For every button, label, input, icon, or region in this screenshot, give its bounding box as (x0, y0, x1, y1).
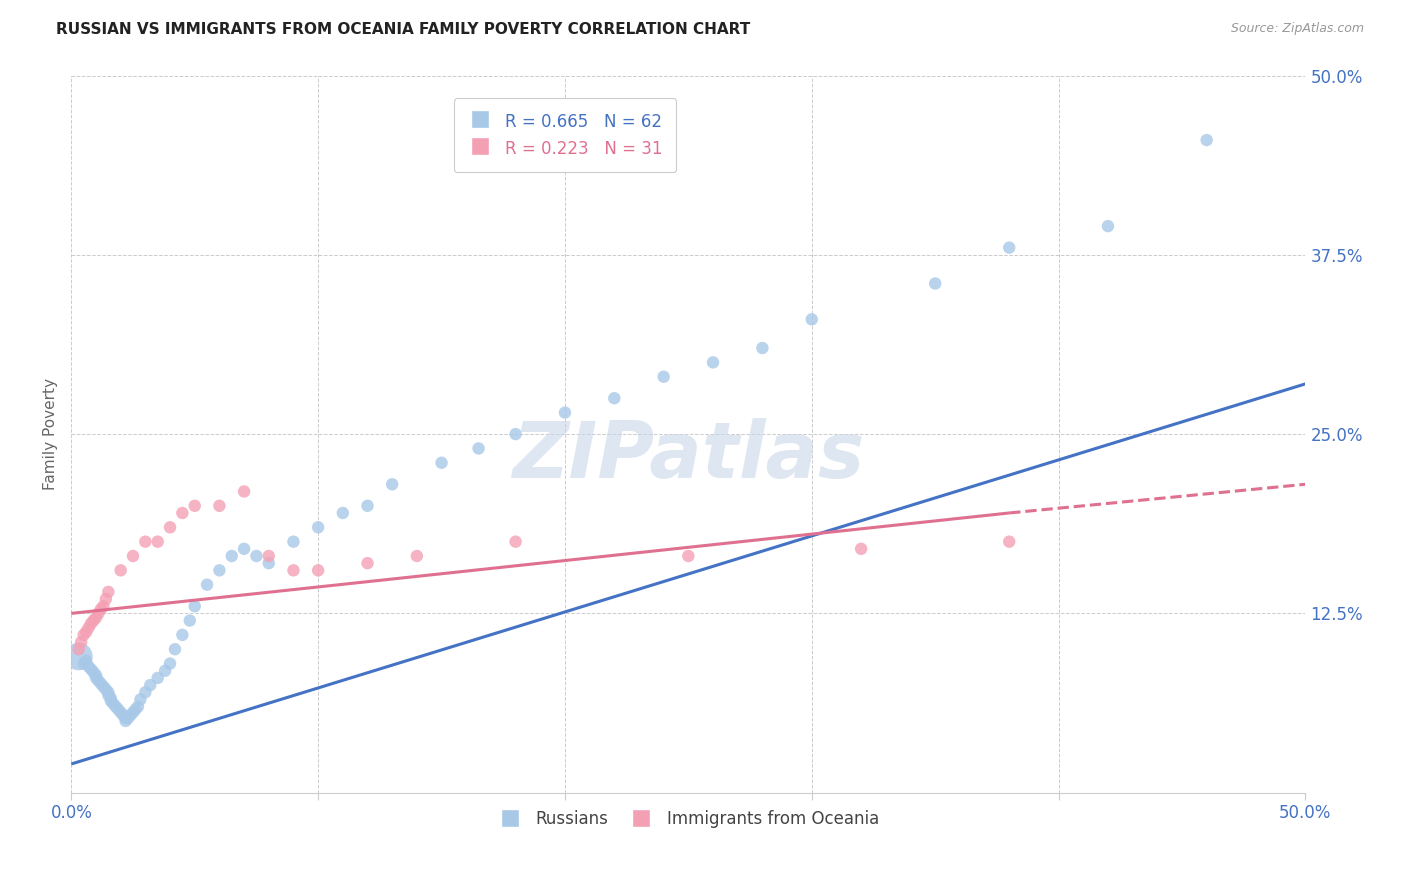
Point (146, 534, 169, 549)
Point (97, 685, 120, 699)
Point (67, 642, 90, 657)
Point (77, 659, 100, 673)
Point (233, 484, 256, 499)
Point (77, 621, 100, 635)
Text: Source: ZipAtlas.com: Source: ZipAtlas.com (1230, 22, 1364, 36)
Point (245, 549, 267, 563)
Point (90, 676, 112, 690)
Point (678, 549, 700, 563)
Legend: Russians, Immigrants from Oceania: Russians, Immigrants from Oceania (491, 803, 886, 835)
Point (172, 506, 194, 520)
Point (84, 668, 107, 682)
Point (998, 241, 1021, 255)
Point (405, 549, 427, 563)
Point (257, 556, 280, 570)
Point (80, 662, 103, 676)
Point (221, 549, 243, 563)
Point (70, 635, 93, 649)
Point (283, 534, 305, 549)
Point (652, 369, 675, 384)
Point (75, 625, 97, 640)
Point (924, 277, 946, 291)
Point (97, 688, 120, 702)
Point (100, 691, 122, 706)
Text: ZIPatlas: ZIPatlas (512, 417, 865, 493)
Point (122, 549, 145, 563)
Point (307, 520, 329, 534)
Point (159, 657, 181, 671)
Point (146, 671, 169, 685)
Text: RUSSIAN VS IMMIGRANTS FROM OCEANIA FAMILY POVERTY CORRELATION CHART: RUSSIAN VS IMMIGRANTS FROM OCEANIA FAMIL… (56, 22, 751, 37)
Point (67, 649, 90, 664)
Point (183, 599, 205, 614)
Y-axis label: Family Poverty: Family Poverty (44, 378, 58, 490)
Point (110, 706, 132, 720)
Point (183, 499, 205, 513)
Point (122, 706, 145, 720)
Point (107, 702, 129, 716)
Point (381, 477, 404, 491)
Point (97, 585, 120, 599)
Point (179, 614, 201, 628)
Point (90, 602, 112, 616)
Point (505, 427, 527, 442)
Point (1195, 133, 1218, 147)
Point (117, 711, 139, 725)
Point (134, 685, 156, 699)
Point (603, 391, 626, 405)
Point (233, 541, 256, 556)
Point (83, 665, 105, 680)
Point (356, 556, 378, 570)
Point (283, 563, 305, 577)
Point (332, 506, 354, 520)
Point (307, 563, 329, 577)
Point (159, 520, 181, 534)
Point (430, 456, 453, 470)
Point (114, 714, 136, 728)
Point (87, 673, 110, 688)
Point (110, 563, 132, 577)
Point (849, 541, 872, 556)
Point (257, 549, 280, 563)
Point (120, 708, 142, 723)
Point (134, 534, 156, 549)
Point (1097, 219, 1119, 233)
Point (94, 592, 117, 607)
Point (702, 355, 724, 369)
Point (83, 614, 105, 628)
Point (84, 671, 107, 685)
Point (467, 442, 489, 456)
Point (75, 654, 97, 668)
Point (93, 680, 115, 694)
Point (163, 642, 186, 657)
Point (112, 708, 135, 723)
Point (104, 699, 127, 714)
Point (751, 341, 773, 355)
Point (554, 406, 576, 420)
Point (72, 628, 94, 642)
Point (94, 682, 117, 697)
Point (800, 312, 823, 326)
Point (153, 664, 176, 678)
Point (72, 657, 94, 671)
Point (100, 694, 122, 708)
Point (80, 616, 103, 631)
Point (139, 678, 162, 692)
Point (208, 563, 231, 577)
Point (87, 607, 110, 621)
Point (127, 699, 149, 714)
Point (93, 599, 115, 614)
Point (103, 697, 125, 711)
Point (129, 692, 152, 706)
Point (114, 711, 136, 725)
Point (208, 499, 231, 513)
Point (998, 534, 1021, 549)
Point (124, 702, 146, 716)
Point (195, 577, 218, 591)
Point (505, 534, 527, 549)
Point (172, 628, 194, 642)
Point (356, 499, 378, 513)
Point (84, 610, 107, 624)
